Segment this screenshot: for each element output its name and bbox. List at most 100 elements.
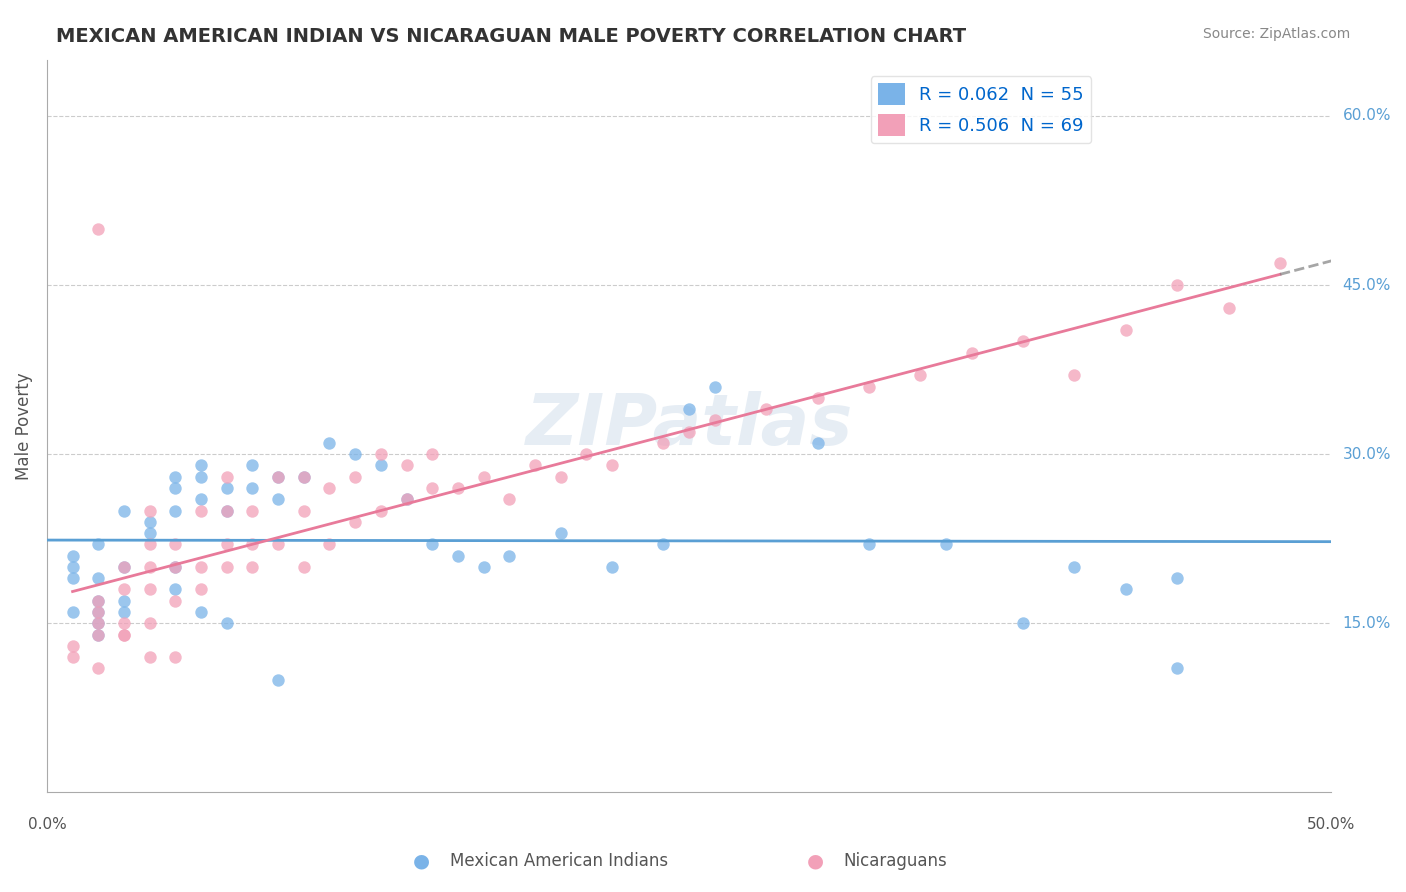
Point xyxy=(678,402,700,417)
Point xyxy=(190,582,212,597)
Point xyxy=(62,650,84,665)
Point xyxy=(447,481,470,495)
Text: 30.0%: 30.0% xyxy=(1343,447,1391,462)
Point xyxy=(87,616,110,631)
Point xyxy=(87,571,110,585)
Point xyxy=(1268,255,1291,269)
Point xyxy=(62,549,84,563)
Point xyxy=(1166,278,1188,293)
Point xyxy=(138,515,160,529)
Text: 45.0%: 45.0% xyxy=(1343,277,1391,293)
Point xyxy=(420,447,443,461)
Point xyxy=(267,673,290,687)
Point xyxy=(472,560,495,574)
Point xyxy=(165,560,187,574)
Text: 50.0%: 50.0% xyxy=(1308,817,1355,832)
Point xyxy=(678,425,700,439)
Point xyxy=(138,503,160,517)
Text: Mexican American Indians: Mexican American Indians xyxy=(450,852,668,870)
Point xyxy=(1166,661,1188,675)
Point xyxy=(215,503,238,517)
Point xyxy=(87,593,110,607)
Point xyxy=(190,503,212,517)
Point xyxy=(87,605,110,619)
Point xyxy=(267,469,290,483)
Point xyxy=(112,616,135,631)
Y-axis label: Male Poverty: Male Poverty xyxy=(15,372,32,480)
Point xyxy=(165,593,187,607)
Point xyxy=(215,537,238,551)
Point xyxy=(960,345,983,359)
Point xyxy=(318,436,340,450)
Point xyxy=(600,458,623,473)
Point xyxy=(190,560,212,574)
Point xyxy=(1012,334,1035,349)
Point xyxy=(318,481,340,495)
Point xyxy=(87,221,110,235)
Point xyxy=(190,605,212,619)
Point xyxy=(755,402,778,417)
Point xyxy=(165,537,187,551)
Point xyxy=(858,537,880,551)
Point xyxy=(112,593,135,607)
Point xyxy=(370,503,392,517)
Point xyxy=(447,549,470,563)
Point xyxy=(215,560,238,574)
Point xyxy=(112,582,135,597)
Point xyxy=(112,605,135,619)
Point xyxy=(524,458,547,473)
Point xyxy=(87,537,110,551)
Point xyxy=(62,639,84,653)
Point xyxy=(652,436,675,450)
Text: 60.0%: 60.0% xyxy=(1343,109,1391,123)
Point xyxy=(395,458,418,473)
Point xyxy=(165,503,187,517)
Point xyxy=(267,492,290,507)
Point xyxy=(215,469,238,483)
Point xyxy=(165,582,187,597)
Point xyxy=(87,661,110,675)
Point xyxy=(190,492,212,507)
Point xyxy=(344,447,367,461)
Point xyxy=(242,481,264,495)
Point xyxy=(267,469,290,483)
Text: Nicaraguans: Nicaraguans xyxy=(844,852,948,870)
Point xyxy=(395,492,418,507)
Point xyxy=(420,537,443,551)
Point xyxy=(267,537,290,551)
Point xyxy=(910,368,932,383)
Point xyxy=(242,560,264,574)
Point xyxy=(575,447,598,461)
Point xyxy=(1115,582,1137,597)
Legend: R = 0.062  N = 55, R = 0.506  N = 69: R = 0.062 N = 55, R = 0.506 N = 69 xyxy=(870,76,1091,144)
Point xyxy=(600,560,623,574)
Point xyxy=(215,481,238,495)
Point xyxy=(87,616,110,631)
Point xyxy=(242,458,264,473)
Text: ●: ● xyxy=(807,851,824,871)
Point xyxy=(87,593,110,607)
Point xyxy=(138,537,160,551)
Point xyxy=(703,379,725,393)
Text: 0.0%: 0.0% xyxy=(28,817,66,832)
Point xyxy=(165,560,187,574)
Point xyxy=(472,469,495,483)
Text: Source: ZipAtlas.com: Source: ZipAtlas.com xyxy=(1202,27,1350,41)
Point xyxy=(292,560,315,574)
Text: ●: ● xyxy=(413,851,430,871)
Text: MEXICAN AMERICAN INDIAN VS NICARAGUAN MALE POVERTY CORRELATION CHART: MEXICAN AMERICAN INDIAN VS NICARAGUAN MA… xyxy=(56,27,966,45)
Point xyxy=(242,503,264,517)
Point xyxy=(138,582,160,597)
Point xyxy=(858,379,880,393)
Point xyxy=(550,469,572,483)
Point xyxy=(138,616,160,631)
Point xyxy=(1218,301,1240,315)
Point xyxy=(1115,323,1137,337)
Point xyxy=(165,650,187,665)
Point xyxy=(318,537,340,551)
Point xyxy=(370,447,392,461)
Point xyxy=(112,560,135,574)
Point xyxy=(87,627,110,641)
Point xyxy=(165,481,187,495)
Point xyxy=(370,458,392,473)
